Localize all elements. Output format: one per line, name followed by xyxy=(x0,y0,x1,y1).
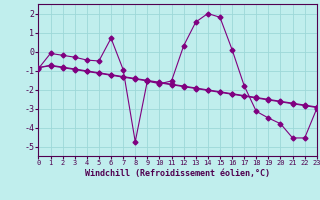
X-axis label: Windchill (Refroidissement éolien,°C): Windchill (Refroidissement éolien,°C) xyxy=(85,169,270,178)
